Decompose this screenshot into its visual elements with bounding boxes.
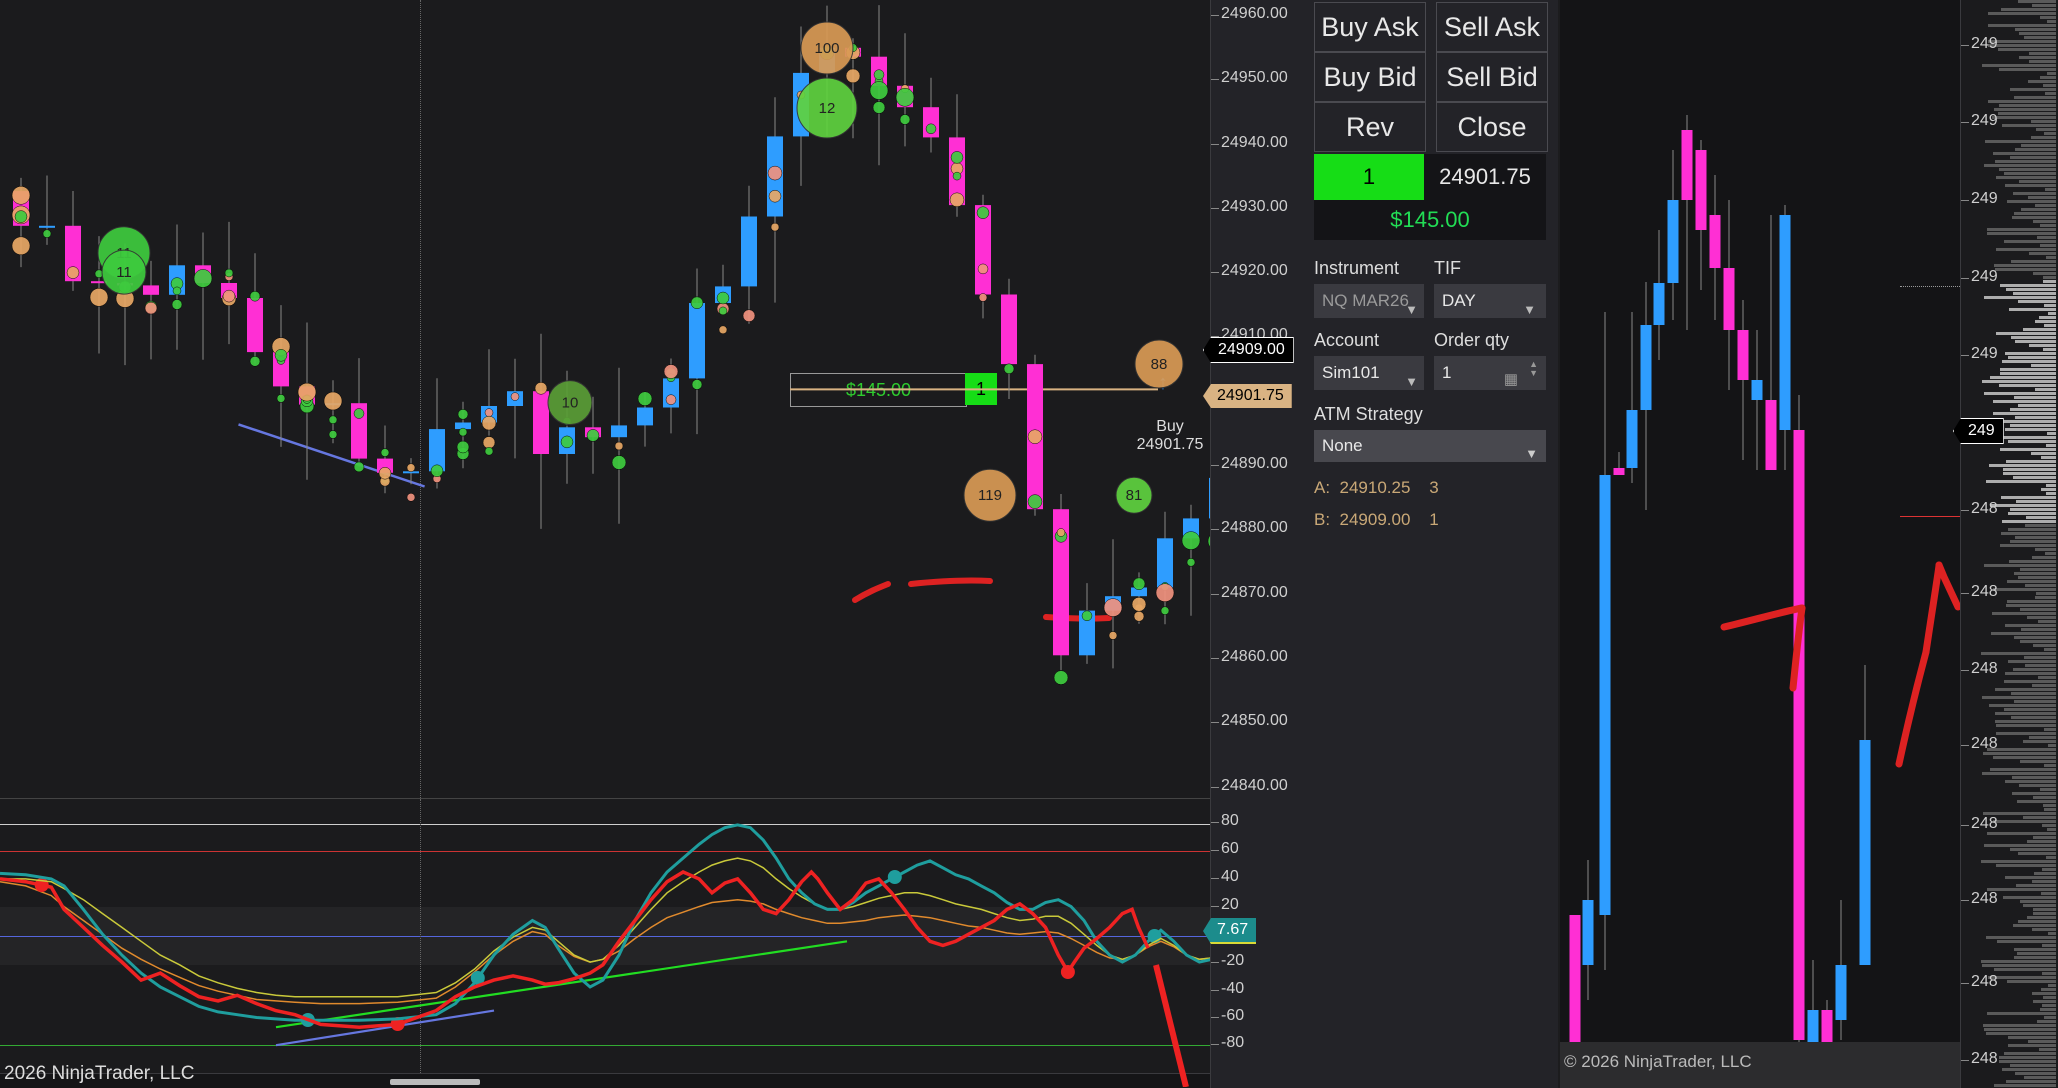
- svg-text:119: 119: [978, 487, 1002, 504]
- svg-text:12: 12: [819, 100, 836, 117]
- svg-text:10: 10: [562, 395, 579, 412]
- svg-text:11: 11: [116, 264, 132, 281]
- svg-text:81: 81: [1126, 487, 1143, 504]
- svg-text:100: 100: [814, 40, 839, 57]
- svg-text:2026 NinjaTrader, LLC: 2026 NinjaTrader, LLC: [4, 1063, 194, 1084]
- svg-text:88: 88: [1151, 356, 1168, 373]
